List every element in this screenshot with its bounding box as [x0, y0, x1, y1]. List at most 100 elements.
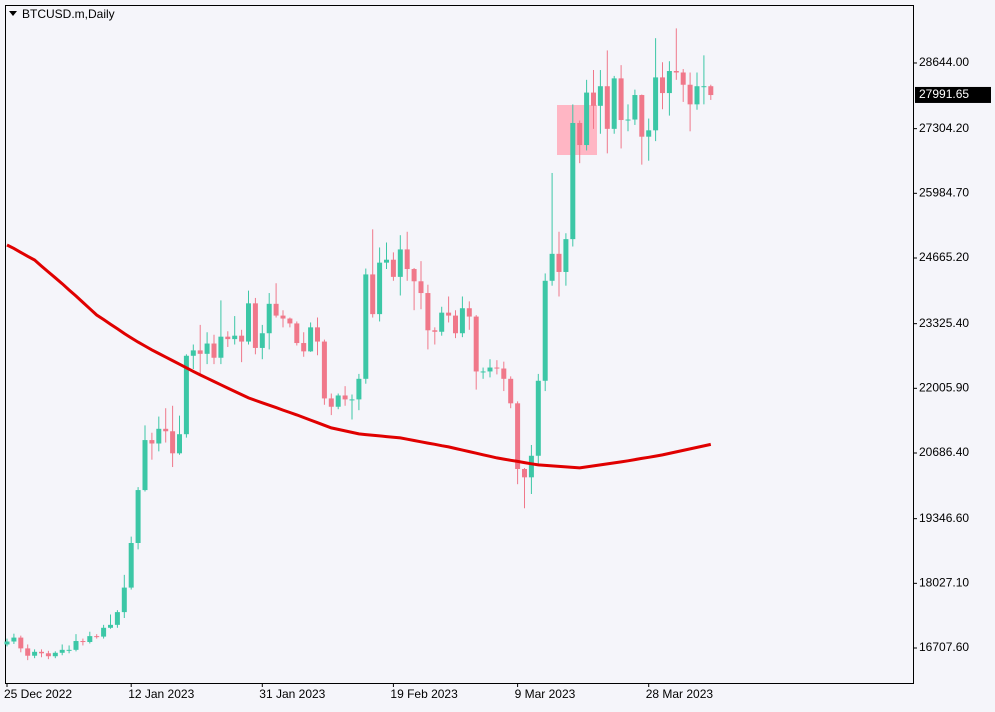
candle-body	[494, 367, 500, 369]
candle-body	[604, 86, 610, 129]
candle-body	[666, 71, 672, 94]
candle-body	[280, 315, 286, 319]
candle-body	[342, 395, 348, 400]
candle-body	[632, 95, 638, 120]
candle-body	[625, 119, 631, 121]
candle-body	[515, 403, 521, 469]
candle-body	[225, 336, 231, 340]
candle-body	[680, 72, 686, 85]
y-tick-label: 28644.00	[919, 55, 969, 69]
candle-body	[121, 587, 127, 613]
candle-body	[197, 350, 203, 354]
candle-body	[653, 77, 659, 131]
candle-body	[32, 651, 38, 656]
candle-body	[522, 468, 527, 478]
candle-body	[432, 330, 438, 332]
candle-body	[52, 652, 58, 657]
candle-body	[45, 653, 51, 657]
candle-body	[687, 84, 693, 105]
candle-body	[646, 130, 652, 137]
candle-body	[535, 380, 541, 456]
candle-body	[101, 627, 107, 637]
candle-body	[480, 371, 486, 373]
candle-body	[163, 428, 169, 432]
candle-body	[660, 77, 665, 94]
candle-body	[177, 434, 182, 454]
candle-body	[25, 648, 31, 656]
candle-body	[211, 343, 217, 358]
plot-frame	[5, 5, 914, 684]
candle-body	[411, 269, 417, 282]
y-tick-label: 19346.60	[919, 511, 969, 525]
candle-body	[694, 86, 700, 105]
candle-body	[142, 440, 148, 491]
candle-body	[701, 86, 707, 88]
y-tick-label: 23325.40	[919, 316, 969, 330]
candle-body	[611, 78, 617, 129]
candle-body	[397, 249, 403, 277]
candle-body	[94, 636, 100, 638]
last-price-label: 27991.65	[919, 87, 969, 101]
candle-body	[459, 308, 465, 334]
candle-body	[114, 612, 120, 625]
chart-title: BTCUSD.m,Daily	[22, 7, 115, 21]
candle-body	[149, 440, 155, 444]
candle-body	[218, 336, 224, 358]
candle-body	[308, 327, 314, 352]
candle-body	[673, 71, 679, 73]
x-tick-label: 19 Feb 2023	[390, 687, 458, 701]
candle-body	[108, 624, 113, 628]
menu-arrow[interactable]	[9, 11, 17, 16]
candle-body	[501, 368, 507, 379]
candle-body	[204, 343, 210, 354]
candle-body	[487, 367, 493, 372]
candle-body	[528, 455, 534, 478]
candle-body	[266, 303, 272, 334]
candle-body	[584, 92, 590, 146]
candle-body	[542, 280, 548, 381]
candle-body	[246, 303, 251, 342]
candle-body	[328, 398, 334, 407]
candle-body	[466, 308, 472, 317]
candle-body	[183, 355, 189, 435]
x-tick-label: 28 Mar 2023	[646, 687, 714, 701]
candle-body	[556, 253, 562, 272]
candle-body	[301, 343, 307, 352]
candle-body	[321, 341, 327, 399]
x-tick-label: 12 Jan 2023	[128, 687, 194, 701]
y-tick-label: 20686.40	[919, 445, 969, 459]
candle-body	[563, 239, 569, 272]
candle-body	[439, 312, 445, 332]
candle-body	[363, 274, 369, 379]
candle-body	[128, 543, 134, 588]
y-tick-label: 24665.20	[919, 250, 969, 264]
candle-body	[508, 378, 514, 404]
candle-body	[190, 350, 196, 356]
candle-body	[73, 641, 79, 650]
candle-body	[80, 641, 86, 643]
y-tick-label: 22005.90	[919, 380, 969, 394]
candle-body	[453, 315, 458, 334]
candle-body	[39, 651, 44, 654]
candle-body	[425, 293, 431, 331]
candle-body	[708, 86, 714, 96]
candle-body	[370, 274, 376, 315]
x-tick-label: 25 Dec 2022	[4, 687, 72, 701]
candle-body	[446, 312, 452, 316]
candle-body	[11, 637, 17, 642]
candle-body	[597, 86, 603, 106]
y-tick-label: 25984.70	[919, 185, 969, 199]
candle-body	[377, 262, 383, 315]
candle-body	[170, 431, 176, 454]
candle-body	[66, 649, 72, 651]
highlight-zone	[557, 105, 597, 155]
moving-average-line	[6, 243, 712, 470]
candle-body	[315, 327, 320, 342]
candle-body	[335, 395, 341, 407]
candle-body	[577, 122, 583, 146]
candle-body	[232, 335, 238, 340]
candle-body	[252, 303, 258, 348]
candle-body	[404, 249, 410, 270]
candle-body	[87, 636, 93, 643]
candle-body	[390, 259, 396, 277]
